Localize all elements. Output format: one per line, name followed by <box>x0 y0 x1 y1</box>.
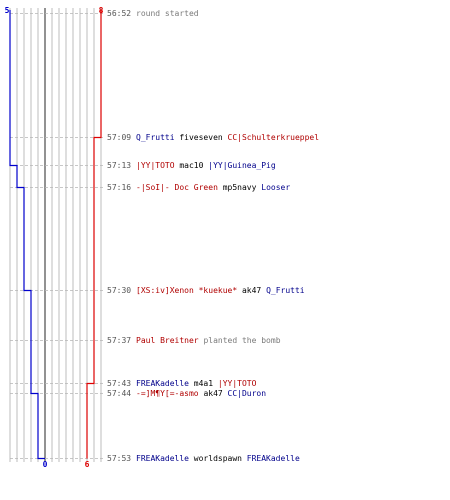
event-text-part: Paul Breitner <box>136 336 199 345</box>
event-text: Paul Breitner planted the bomb <box>136 336 281 345</box>
event-text: -=]M¶Y[=-asmo ak47 CC|Duron <box>136 389 266 398</box>
event-text-part: Looser <box>261 183 290 192</box>
event-text: [XS:iv]Xenon *kuekue* ak47 Q_Frutti <box>136 286 305 295</box>
event-time: 57:37 <box>107 336 131 345</box>
event-text: Q_Frutti fiveseven CC|Schulterkrueppel <box>136 133 319 142</box>
event-text-part: ak47 <box>237 286 266 295</box>
event-text-part: ak47 <box>199 389 228 398</box>
event-text-part: round started <box>136 9 199 18</box>
event-text-part: planted the bomb <box>199 336 281 345</box>
event-text-part: CC|Duron <box>228 389 267 398</box>
event-time: 57:16 <box>107 183 131 192</box>
event-text-part: fiveseven <box>175 133 228 142</box>
event-text: |YY|TOTO mac10 |YY|Guinea_Pig <box>136 161 276 170</box>
event-time: 57:53 <box>107 454 131 463</box>
event-time: 57:09 <box>107 133 131 142</box>
event-text: round started <box>136 9 199 18</box>
event-time: 57:43 <box>107 379 131 388</box>
event-text-part: |YY|TOTO <box>136 161 175 170</box>
event-text-part: mac10 <box>175 161 209 170</box>
event-text-part: worldspawn <box>189 454 247 463</box>
event-time: 57:30 <box>107 286 131 295</box>
blue-alive-line <box>9 10 45 460</box>
blue-start-count: 5 <box>5 6 10 15</box>
event-log: 56:52 round started 57:09 Q_Frutti fiveseve… <box>107 9 319 463</box>
event-text-part: mp5navy <box>218 183 261 192</box>
event-text-part: |YY|TOTO <box>218 379 257 388</box>
event-text-part: |YY|Guinea_Pig <box>208 161 276 170</box>
event-text-part: m4a1 <box>189 379 218 388</box>
event-text: FREAKadelle m4a1 |YY|TOTO <box>136 379 257 388</box>
event-text: FREAKadelle worldspawn FREAKadelle <box>136 454 300 463</box>
event-time: 57:13 <box>107 161 131 170</box>
blue-end-count: 0 <box>43 460 48 469</box>
red-end-count: 6 <box>85 460 90 469</box>
event-text-part: FREAKadelle <box>136 454 189 463</box>
event-guides <box>10 13 104 459</box>
event-text-part: FREAKadelle <box>247 454 300 463</box>
red-start-count: 8 <box>99 6 104 15</box>
event-text-part: -=]M¶Y[=-asmo <box>136 389 199 398</box>
event-text-part: Q_Frutti <box>266 286 305 295</box>
event-time: 57:44 <box>107 389 131 398</box>
event-time: 56:52 <box>107 9 131 18</box>
event-text-part: [XS:iv]Xenon *kuekue* <box>136 286 237 295</box>
event-text-part: Q_Frutti <box>136 133 175 142</box>
event-text-part: FREAKadelle <box>136 379 189 388</box>
event-text-part: CC|Schulterkrueppel <box>228 133 320 142</box>
red-alive-line <box>86 10 102 459</box>
event-text: -|SoI|- Doc Green mp5navy Looser <box>136 183 290 192</box>
event-text-part: -|SoI|- Doc Green <box>136 183 218 192</box>
